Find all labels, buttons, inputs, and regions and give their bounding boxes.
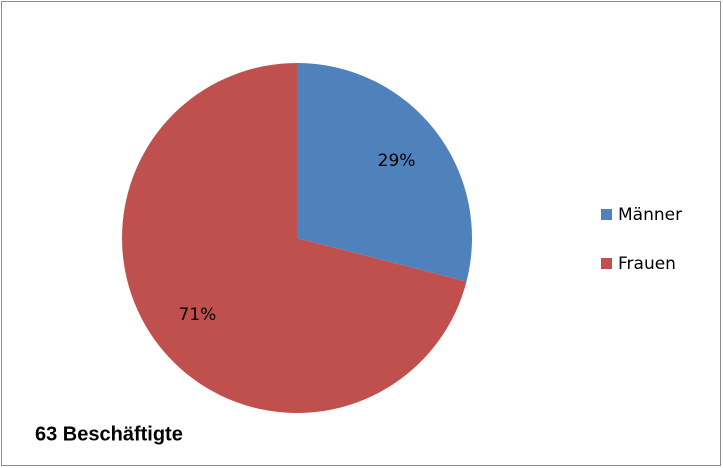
legend-swatch xyxy=(601,258,612,269)
legend-label: Männer xyxy=(618,205,682,225)
data-label: 71% xyxy=(179,305,217,325)
data-label: 29% xyxy=(378,151,416,171)
pie-slice xyxy=(297,63,472,282)
annotation: 63 Beschäftigte xyxy=(35,423,183,445)
pie-slice xyxy=(121,63,467,414)
legend-swatch xyxy=(601,209,612,220)
legend-label: Frauen xyxy=(618,254,676,274)
